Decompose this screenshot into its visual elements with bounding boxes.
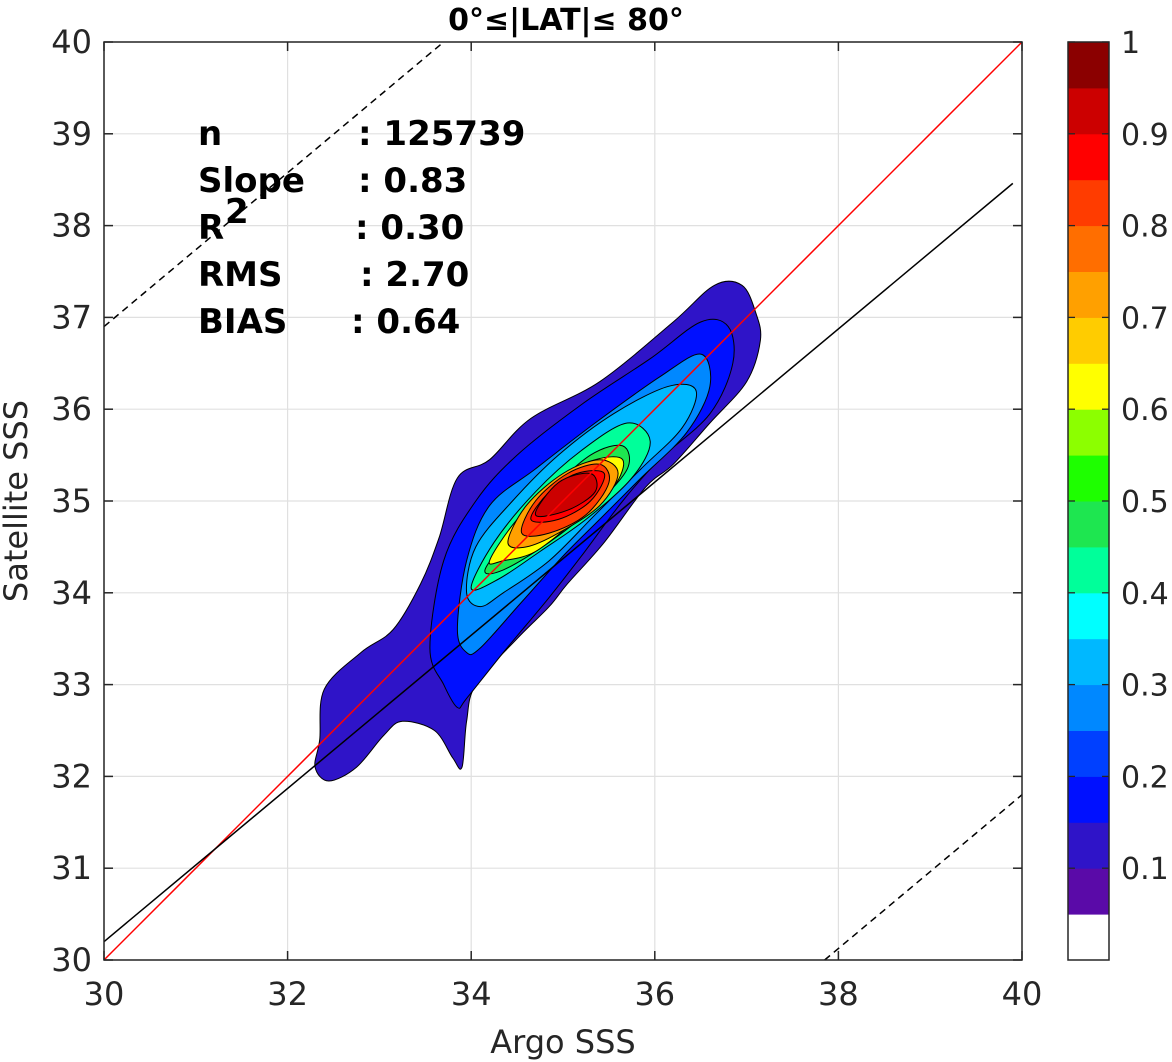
colorbar-segment: [1068, 501, 1109, 548]
colorbar-tick-label: 0.4: [1121, 577, 1169, 612]
colorbar-segment: [1068, 730, 1109, 777]
x-tick-label: 40: [1002, 975, 1043, 1013]
colorbar-segment: [1068, 638, 1109, 686]
colorbar-tick-label: 0.6: [1121, 393, 1169, 428]
x-axis-ticks: 30 32 34 36 38 40: [84, 42, 1043, 1013]
stat-label: Slope: [198, 161, 305, 201]
colorbar-segment: [1068, 363, 1109, 410]
colorbar-tick-label: 0.5: [1121, 485, 1169, 520]
y-tick-label: 30: [51, 941, 92, 979]
colorbar-segment: [1068, 409, 1109, 456]
colorbar-segment: [1068, 822, 1109, 869]
x-tick-label: 32: [267, 975, 308, 1013]
stat-value: : 125739: [358, 114, 525, 154]
upper-bound-line: [103, 41, 445, 328]
x-tick-label: 34: [451, 975, 492, 1013]
colorbar-tick-label: 0.1: [1121, 852, 1169, 887]
stat-label: n: [198, 114, 222, 154]
chart-title: 0°≤|LAT|≤ 80°: [448, 3, 684, 38]
stat-value: : 0.64: [351, 302, 460, 342]
y-tick-label: 36: [51, 390, 92, 428]
x-tick-label: 30: [84, 975, 125, 1013]
stat-label: BIAS: [198, 302, 287, 342]
y-tick-label: 35: [51, 482, 92, 520]
colorbar-segment: [1068, 42, 1109, 89]
colorbar-segment: [1068, 87, 1109, 135]
colorbar-segment: [1068, 868, 1109, 915]
y-axis-ticks: 30 31 32 33 34 35 36 37 38 39 40: [51, 23, 1022, 979]
colorbar-tick-label: 0.8: [1121, 210, 1169, 245]
x-axis-label: Argo SSS: [490, 1023, 635, 1061]
y-tick-label: 39: [51, 115, 92, 153]
y-tick-label: 38: [51, 207, 92, 245]
stat-value: : 0.83: [358, 161, 467, 201]
x-tick-label: 36: [634, 975, 675, 1013]
colorbar-tick-label: 0.7: [1121, 301, 1169, 336]
y-tick-label: 40: [51, 23, 92, 61]
stat-label: R: [198, 208, 224, 248]
colorbar-tick-label: 1: [1121, 26, 1140, 61]
colorbar-segment: [1068, 592, 1109, 640]
stats-box: n : 125739 Slope : 0.83 R 2 : 0.30 RMS : 2.70 BIA…: [198, 114, 525, 342]
y-tick-label: 37: [51, 298, 92, 336]
lower-bound-line: [824, 794, 1023, 961]
colorbar-segment: [1068, 776, 1109, 823]
identity-line: [103, 41, 1023, 961]
x-tick-label: 38: [818, 975, 859, 1013]
density-contours: [314, 280, 762, 782]
colorbar-segment: [1068, 317, 1109, 364]
colorbar-segment: [1068, 546, 1109, 594]
y-tick-label: 32: [51, 757, 92, 795]
colorbar-tick-label: 0.2: [1121, 760, 1169, 795]
colorbar-tick-label: 0.3: [1121, 669, 1169, 704]
stat-superscript: 2: [225, 192, 249, 232]
y-tick-label: 34: [51, 574, 92, 612]
colorbar-segment: [1068, 133, 1109, 181]
y-tick-label: 33: [51, 666, 92, 704]
colorbar: 0.1 0.2 0.3 0.4 0.5 0.6 0.7 0.8 0.9 1: [1067, 26, 1169, 961]
colorbar-segment: [1068, 271, 1109, 318]
colorbar-segment: [1068, 914, 1109, 961]
stat-label: RMS: [198, 255, 283, 295]
stat-value: : 0.30: [355, 208, 464, 248]
colorbar-tick-label: 0.9: [1121, 118, 1169, 153]
stat-value: : 2.70: [360, 255, 469, 295]
regression-line: [103, 182, 1014, 943]
colorbar-segment: [1068, 179, 1109, 227]
colorbar-segment: [1068, 455, 1109, 502]
colorbar-segment: [1068, 225, 1109, 272]
y-axis-label: Satellite SSS: [0, 400, 35, 602]
reference-lines: [103, 41, 1023, 961]
y-tick-label: 31: [51, 849, 92, 887]
colorbar-segment: [1068, 684, 1109, 731]
contour-level-0-9: [534, 472, 598, 518]
